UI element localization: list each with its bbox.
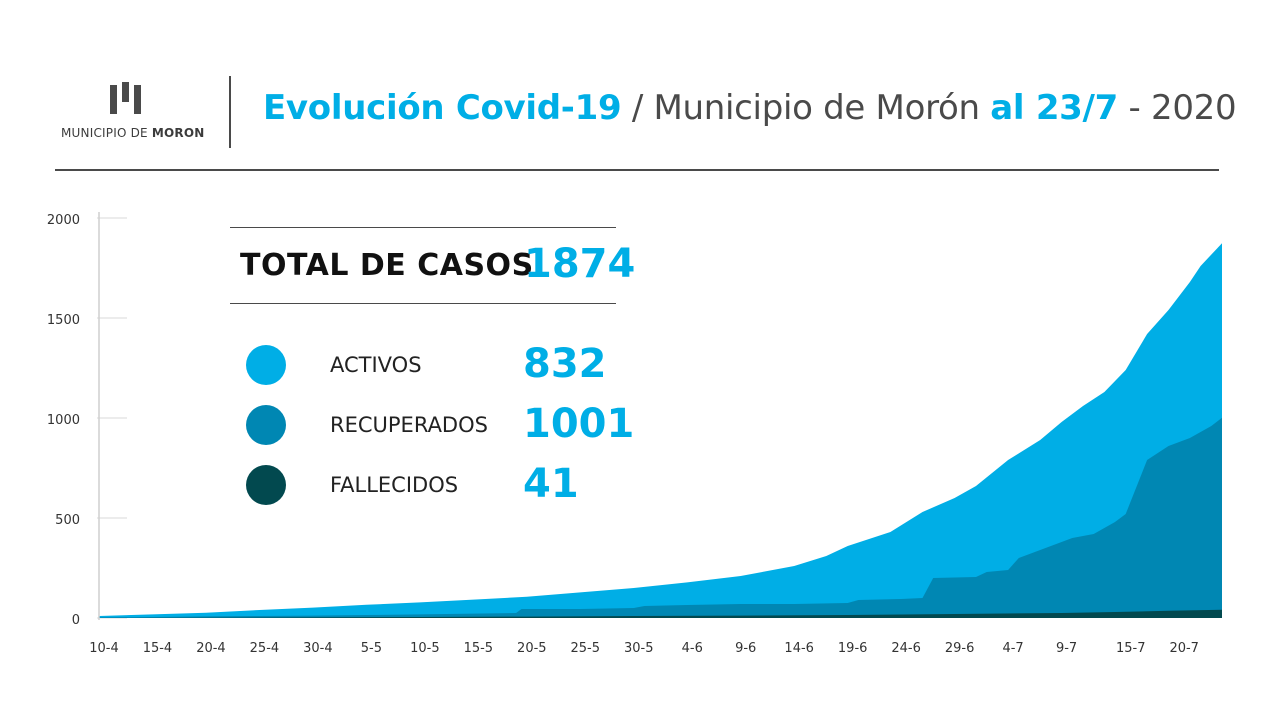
x-tick-label: 9-6 [735,641,756,656]
activos-label: ACTIVOS [330,353,422,377]
area-series-recuperados [99,417,1222,618]
x-tick-label: 25-5 [571,641,601,656]
logo-prefix: MUNICIPIO DE [61,126,148,140]
x-tick-label: 25-4 [250,641,280,656]
x-tick-label: 9-7 [1056,641,1077,656]
y-tick-label: 2000 [47,213,80,228]
total-label: TOTAL DE CASOS [240,248,534,283]
x-tick-label: 4-6 [682,641,703,656]
x-tick-label: 20-5 [517,641,547,656]
x-tick-label: 15-5 [464,641,494,656]
x-tick-label: 15-4 [143,641,173,656]
x-tick-label: 24-6 [891,641,921,656]
y-tick-label: 500 [55,513,80,528]
title-date: al 23/7 [990,88,1119,128]
x-tick-label: 20-4 [196,641,226,656]
recuperados-value: 1001 [523,401,635,447]
recuperados-dot [246,405,286,445]
x-tick-label: 10-4 [89,641,119,656]
activos-dot [246,345,286,385]
x-tick-label: 14-6 [784,641,814,656]
municipio-logo: MUNICIPIO DE MORON [56,82,206,146]
y-tick-label: 0 [72,613,80,628]
header-rule [55,169,1219,171]
municipio-logo-icon [110,82,141,114]
logo-name: MORON [151,126,205,140]
x-tick-label: 4-7 [1002,641,1023,656]
x-tick-label: 5-5 [361,641,382,656]
area-series-total [99,243,1222,618]
fallecidos-label: FALLECIDOS [330,473,459,497]
recuperados-label: RECUPERADOS [330,413,488,437]
total-box: TOTAL DE CASOS 1874 [230,227,635,304]
title-topic: Evolución Covid-19 [263,88,622,128]
fallecidos-dot [246,465,286,505]
y-tick-label: 1000 [47,413,80,428]
logo-text: MUNICIPIO DE MORON [61,126,204,140]
x-tick-label: 19-6 [838,641,868,656]
x-tick-label: 29-6 [945,641,975,656]
title-year: - 2020 [1118,88,1237,128]
title-municipio: / Municipio de Morón [621,88,991,128]
x-tick-label: 10-5 [410,641,440,656]
header-divider [229,76,231,148]
area-series-fallecidos [99,609,1222,618]
activos-value: 832 [523,341,607,387]
y-tick-label: 1500 [47,313,80,328]
fallecidos-value: 41 [523,461,579,507]
page-title: Evolución Covid-19 / Municipio de Morón … [263,88,1237,128]
x-tick-label: 20-7 [1169,641,1199,656]
x-tick-label: 30-5 [624,641,654,656]
total-value: 1874 [524,241,636,287]
x-tick-label: 15-7 [1116,641,1146,656]
x-tick-label: 30-4 [303,641,333,656]
